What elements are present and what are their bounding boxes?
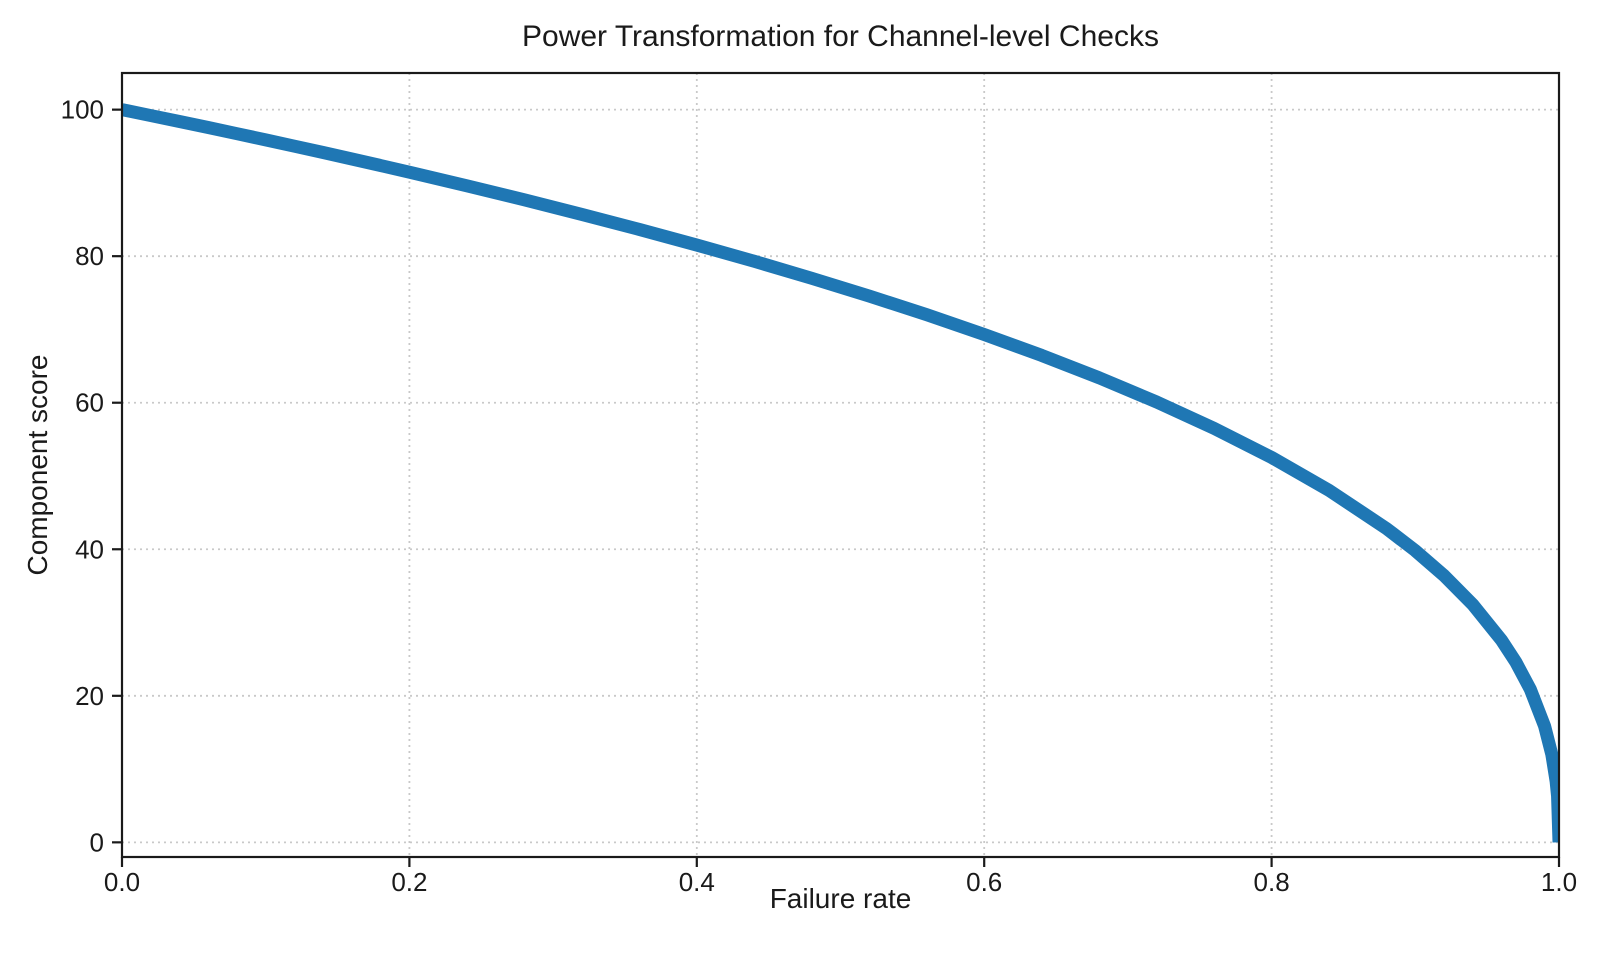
- axes-box: [120, 71, 1561, 859]
- x-tick-label: 0.8: [1254, 867, 1290, 897]
- y-tick-label: 0: [90, 827, 104, 857]
- x-tick-label: 0.6: [966, 867, 1002, 897]
- chart-title: Power Transformation for Channel-level C…: [522, 20, 1159, 53]
- y-tick-label: 80: [75, 241, 104, 271]
- x-axis-label: Failure rate: [769, 883, 912, 914]
- curve-line: [122, 103, 1559, 843]
- x-tick-label: 0.0: [104, 867, 140, 897]
- y-tick-label: 60: [75, 388, 104, 418]
- y-tick-label: 40: [75, 534, 104, 564]
- y-tick-label: 20: [75, 681, 104, 711]
- x-tick-label: 0.4: [679, 867, 715, 897]
- x-tick-label: 0.2: [391, 867, 427, 897]
- y-axis-label: Component score: [22, 354, 53, 576]
- y-tick-label: 100: [61, 95, 104, 125]
- x-tick-label: 1.0: [1541, 867, 1577, 897]
